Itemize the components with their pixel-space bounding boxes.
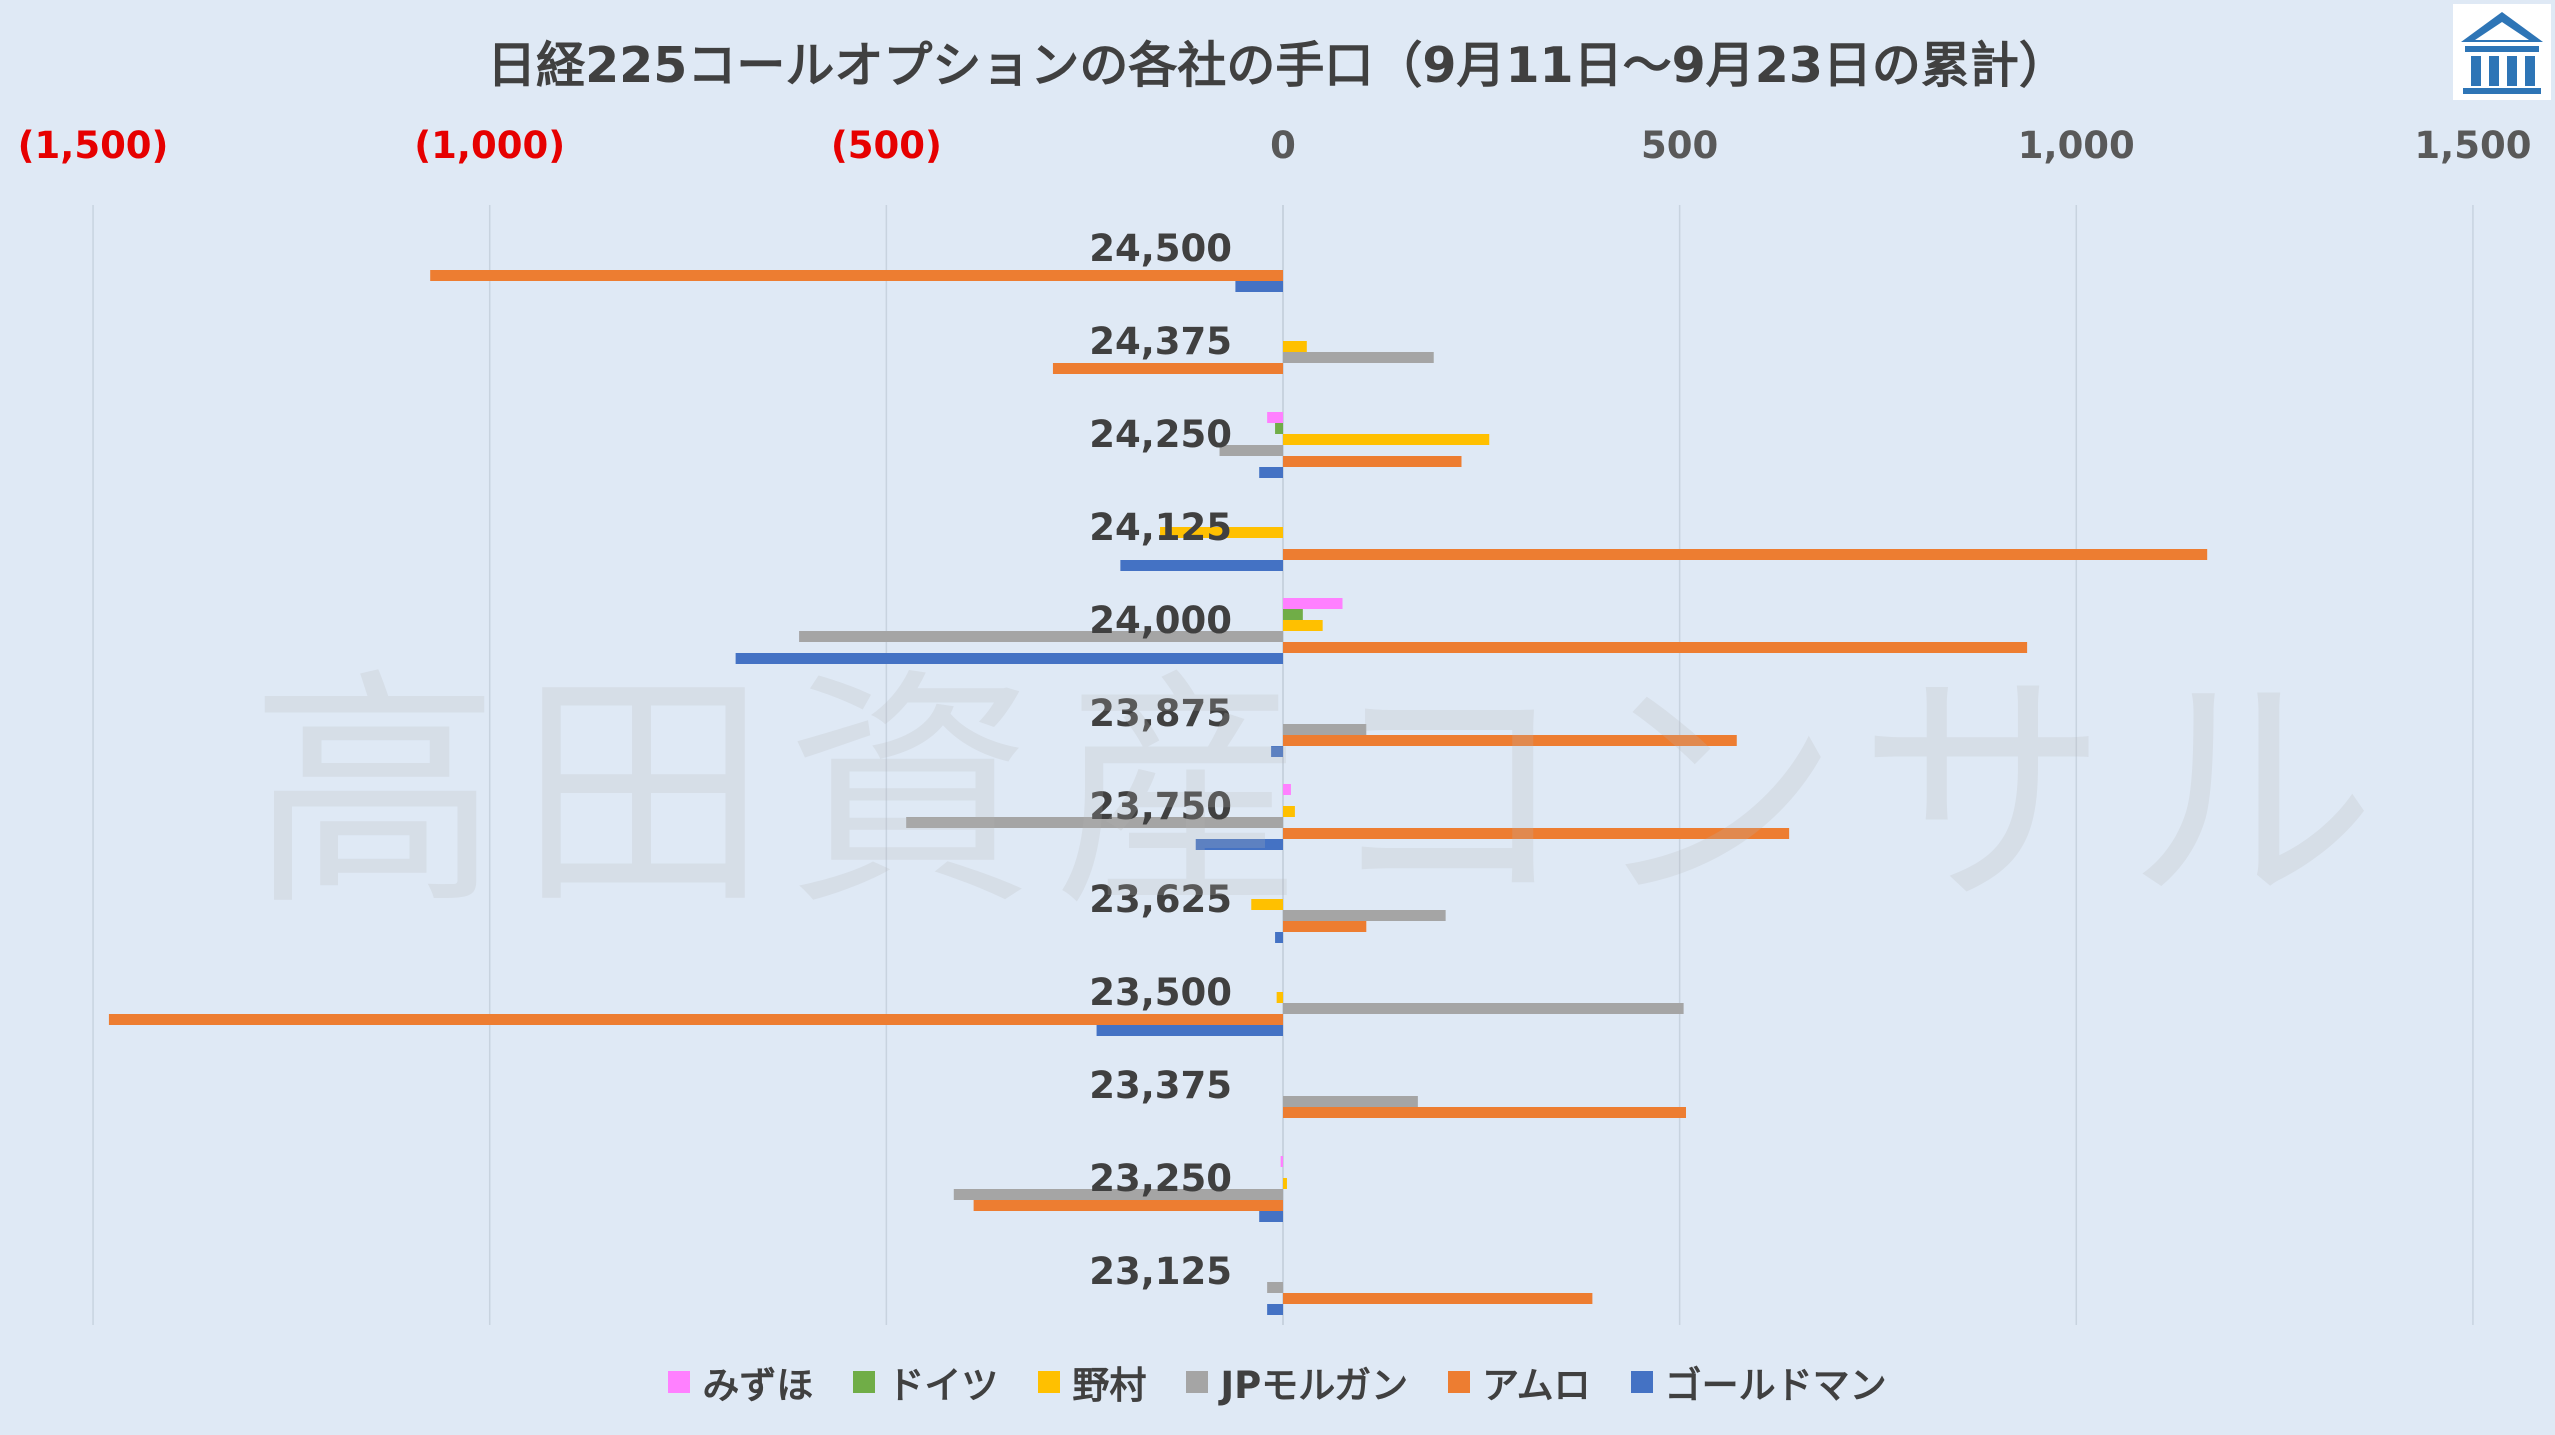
- x-tick-label: (500): [831, 124, 942, 167]
- x-tick-label: (1,000): [414, 124, 565, 167]
- x-tick-label: (1,500): [18, 124, 169, 167]
- bar: [1283, 784, 1291, 795]
- chart-legend: みずほ ドイツ 野村 JPモルガン アムロ ゴールドマン: [0, 1355, 2555, 1409]
- x-tick-label: 1,000: [2018, 124, 2135, 167]
- legend-label: JPモルガン: [1220, 1364, 1409, 1407]
- legend-label: ドイツ: [887, 1364, 999, 1407]
- category-label: 23,250: [1089, 1157, 1232, 1200]
- bar: [108, 1014, 1283, 1025]
- bar: [1283, 921, 1367, 932]
- bar: [799, 631, 1283, 642]
- legend-item-deutsche: ドイツ: [853, 1355, 998, 1409]
- bar: [1283, 598, 1343, 609]
- bar: [1267, 1304, 1283, 1315]
- category-labels: 24,500 24,375 24,250 24,125 24,000 23,875 23,7…: [1089, 227, 1232, 1293]
- bar: [1251, 899, 1283, 910]
- bar: [1283, 456, 1462, 467]
- bar: [1283, 910, 1446, 921]
- bar: [1267, 412, 1283, 423]
- bar: [1283, 1096, 1418, 1107]
- bar: [1283, 1293, 1593, 1304]
- bar: [1283, 341, 1307, 352]
- category-label: 23,750: [1089, 785, 1232, 828]
- category-label: 23,375: [1089, 1064, 1232, 1107]
- bar: [1052, 363, 1283, 374]
- legend-item-goldman: ゴールドマン: [1630, 1355, 1887, 1409]
- bar: [953, 1189, 1283, 1200]
- bar: [1267, 1282, 1283, 1293]
- bar: [1283, 609, 1303, 620]
- legend-label: 野村: [1072, 1364, 1147, 1407]
- x-tick-label: 0: [1270, 124, 1296, 167]
- legend-swatch: [668, 1371, 691, 1393]
- category-label: 24,500: [1089, 227, 1232, 270]
- legend-item-amro: アムロ: [1448, 1355, 1591, 1409]
- bar: [430, 270, 1283, 281]
- bar: [1280, 1156, 1283, 1167]
- category-label: 23,500: [1089, 971, 1232, 1014]
- bar: [1259, 1211, 1283, 1222]
- bar: [1275, 932, 1283, 943]
- x-axis-ticks: (1,500) (1,000) (500) 0 500 1,000 1,500: [18, 124, 2532, 167]
- bar: [1283, 1107, 1686, 1118]
- bar: [1283, 735, 1737, 746]
- legend-swatch: [1186, 1371, 1209, 1393]
- bar: [1259, 467, 1283, 478]
- bar: [973, 1200, 1283, 1211]
- legend-swatch: [1630, 1371, 1653, 1393]
- bar: [1096, 1025, 1283, 1036]
- bar: [1283, 1003, 1684, 1014]
- legend-label: ゴールドマン: [1664, 1364, 1887, 1407]
- bar: [735, 653, 1283, 664]
- bar: [906, 817, 1283, 828]
- category-label: 23,125: [1089, 1250, 1232, 1293]
- legend-swatch: [853, 1371, 876, 1393]
- bar: [1276, 992, 1283, 1003]
- bar: [1120, 560, 1283, 571]
- bar: [1283, 642, 2028, 653]
- chart-title: 日経225コールオプションの各社の手口（9月11日～9月23日の累計）: [487, 37, 2068, 94]
- legend-item-jpmorgan: JPモルガン: [1186, 1355, 1408, 1409]
- bar-series: [108, 270, 2208, 1315]
- bar: [1283, 620, 1323, 631]
- bar: [1283, 549, 2208, 560]
- category-label: 23,625: [1089, 878, 1232, 921]
- x-tick-label: 500: [1641, 124, 1718, 167]
- bar: [1195, 839, 1283, 850]
- bar: [1283, 1178, 1287, 1189]
- bar: [1283, 434, 1490, 445]
- bar: [1275, 423, 1283, 434]
- legend-swatch: [1038, 1371, 1061, 1393]
- bar: [1219, 445, 1283, 456]
- category-label: 24,125: [1089, 506, 1232, 549]
- bar: [1235, 281, 1283, 292]
- legend-label: みずほ: [702, 1364, 814, 1407]
- category-label: 24,375: [1089, 320, 1232, 363]
- category-label: 24,250: [1089, 413, 1232, 456]
- category-label: 24,000: [1089, 599, 1232, 642]
- legend-label: アムロ: [1482, 1364, 1591, 1407]
- bar: [1160, 527, 1283, 538]
- bar: [1271, 746, 1283, 757]
- category-label: 23,875: [1089, 692, 1232, 735]
- legend-swatch: [1448, 1371, 1471, 1393]
- bar: [1283, 806, 1295, 817]
- legend-item-nomura: 野村: [1038, 1355, 1146, 1409]
- bar: [1283, 352, 1434, 363]
- bar: [1283, 828, 1790, 839]
- bar: [1283, 724, 1367, 735]
- grid-lines: [92, 205, 2474, 1325]
- legend-item-mizuho: みずほ: [668, 1355, 813, 1409]
- x-tick-label: 1,500: [2414, 124, 2531, 167]
- building-logo-icon: [2453, 4, 2551, 100]
